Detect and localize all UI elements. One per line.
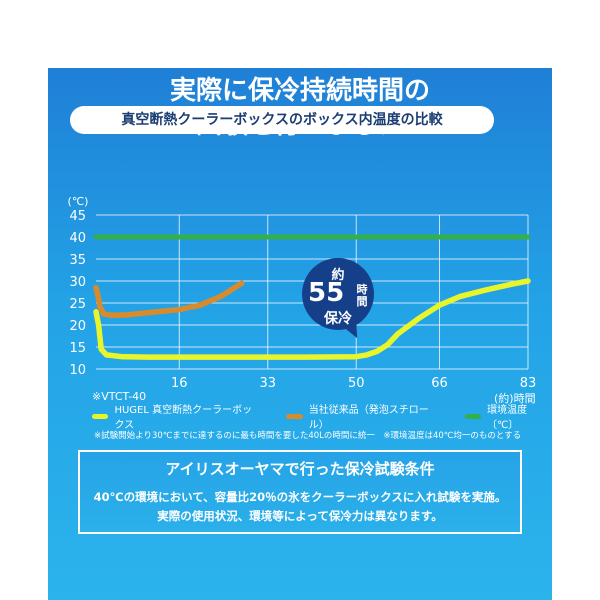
x-tick-label: 66 xyxy=(431,376,448,391)
y-tick-label: 35 xyxy=(69,253,86,268)
conditions-text: 40℃の環境において、容量比20％の氷をクーラーボックスに入れ試験を実施。 実際… xyxy=(80,488,520,526)
badge-approx: 約 xyxy=(331,268,345,283)
legend-label-conventional: 当社従来品（発泡スチロール） xyxy=(308,405,429,431)
model-label: ※VTCT-40 xyxy=(92,390,147,403)
duration-badge: 約 55 時間 保冷 xyxy=(302,258,374,330)
x-axis-unit-label: (約)時間 xyxy=(494,392,536,405)
x-tick-label: 16 xyxy=(171,376,188,391)
chart-ticks: 10 15 20 25 30 35 40 45 16 33 50 66 83 (℃) xyxy=(68,195,537,391)
y-tick-label: 10 xyxy=(69,363,86,378)
badge-keep-cold: 保冷 xyxy=(324,311,352,327)
legend-item-conventional: 当社従来品（発泡スチロール） xyxy=(286,401,436,431)
y-tick-label: 25 xyxy=(69,297,86,312)
y-tick-label: 30 xyxy=(69,275,86,290)
series-line-conventional xyxy=(93,280,245,319)
badge-number: 55 xyxy=(308,278,345,308)
conditions-line-2: 実際の使用状況、環境等によって保冷力は異なります。 xyxy=(157,509,443,523)
test-conditions-box: アイリスオーヤマで行った保冷試験条件 40℃の環境において、容量比20％の氷をク… xyxy=(78,450,522,534)
legend-swatch-ambient xyxy=(464,413,482,419)
chart-legend: HUGEL 真空断熱クーラーボックス 当社従来品（発泡スチロール） 環境温度〔℃… xyxy=(92,405,552,431)
legend-item-hugel: HUGEL 真空断熱クーラーボックス xyxy=(92,401,258,431)
y-tick-label: 40 xyxy=(69,231,86,246)
legend-swatch-conventional xyxy=(286,413,303,419)
legend-label-hugel: HUGEL 真空断熱クーラーボックス xyxy=(114,405,253,431)
conditions-line-1: 40℃の環境において、容量比20％の氷をクーラーボックスに入れ試験を実施。 xyxy=(93,490,507,504)
chart-series xyxy=(93,234,531,360)
y-tick-label: 20 xyxy=(69,319,86,334)
legend-swatch-hugel xyxy=(92,413,109,419)
title-line-1: 実際に保冷持続時間の xyxy=(169,76,430,106)
series-line-hugel xyxy=(93,278,531,360)
chart-footnote: ※試験開始より30℃までに達するのに最も時間を要した40Lの時間に統一 ※環境温… xyxy=(94,431,522,441)
y-tick-label: 45 xyxy=(69,209,86,224)
x-tick-label: 50 xyxy=(348,376,365,391)
y-tick-label: 15 xyxy=(69,341,86,356)
x-tick-label: 83 xyxy=(520,376,537,391)
badge-unit: 時間 xyxy=(356,283,368,308)
chart-title: 真空断熱クーラーボックスのボックス内温度の比較 xyxy=(70,106,494,134)
y-axis-unit-label: (℃) xyxy=(68,195,89,208)
legend-item-ambient: 環境温度〔℃〕 xyxy=(464,401,552,431)
legend-label-ambient: 環境温度〔℃〕 xyxy=(487,405,528,431)
conditions-title: アイリスオーヤマで行った保冷試験条件 xyxy=(165,460,435,478)
x-tick-label: 33 xyxy=(259,376,276,391)
